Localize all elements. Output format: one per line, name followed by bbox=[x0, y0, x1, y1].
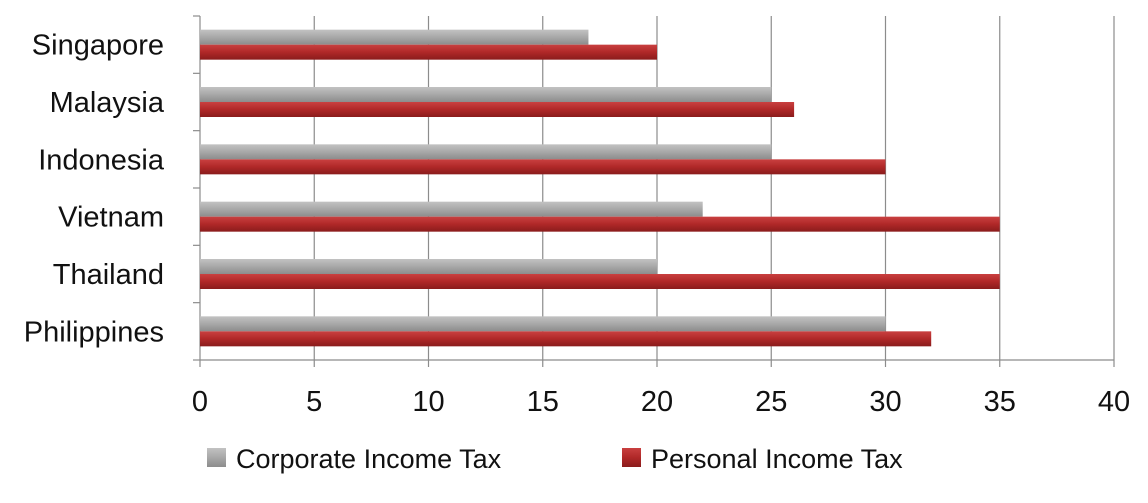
x-tick-label: 0 bbox=[192, 386, 208, 418]
legend: Corporate Income Tax Personal Income Tax bbox=[207, 444, 903, 474]
x-tick-label: 30 bbox=[869, 386, 901, 418]
bar-personal-indonesia bbox=[200, 159, 886, 175]
bar-corporate-thailand bbox=[200, 259, 657, 274]
bar-personal-vietnam bbox=[200, 216, 1000, 232]
bar-personal-thailand bbox=[200, 274, 1000, 289]
category-label: Malaysia bbox=[50, 87, 165, 119]
legend-label-corporate: Corporate Income Tax bbox=[236, 444, 502, 474]
category-label: Philippines bbox=[24, 316, 164, 348]
category-label: Singapore bbox=[32, 30, 164, 62]
x-tick-label: 35 bbox=[984, 386, 1016, 418]
bar-personal-malaysia bbox=[200, 102, 795, 117]
bar-corporate-singapore bbox=[200, 29, 589, 45]
bar-corporate-malaysia bbox=[200, 87, 772, 102]
x-tick-label: 25 bbox=[755, 386, 787, 418]
category-label: Indonesia bbox=[38, 144, 165, 176]
bar-personal-singapore bbox=[200, 44, 657, 60]
category-label: Vietnam bbox=[58, 202, 164, 234]
x-tick-label: 15 bbox=[527, 386, 559, 418]
bar-corporate-philippines bbox=[200, 316, 886, 332]
legend-label-personal: Personal Income Tax bbox=[651, 444, 903, 474]
x-tick-label: 20 bbox=[641, 386, 673, 418]
x-tick-label: 10 bbox=[412, 386, 444, 418]
bar-personal-philippines bbox=[200, 331, 932, 347]
bars bbox=[200, 29, 1000, 347]
x-tick-label: 5 bbox=[306, 386, 322, 418]
grid-lines bbox=[313, 16, 1115, 360]
category-label: Thailand bbox=[53, 259, 164, 291]
axes bbox=[193, 15, 1115, 367]
labels: 0 5 10 15 20 25 30 35 40 Singapore Malaysia Indones… bbox=[24, 30, 1130, 418]
bar-corporate-vietnam bbox=[200, 201, 703, 217]
x-tick-label: 40 bbox=[1098, 386, 1130, 418]
legend-swatch-corporate bbox=[207, 448, 226, 467]
bar-corporate-indonesia bbox=[200, 144, 772, 160]
legend-swatch-personal bbox=[622, 448, 641, 467]
